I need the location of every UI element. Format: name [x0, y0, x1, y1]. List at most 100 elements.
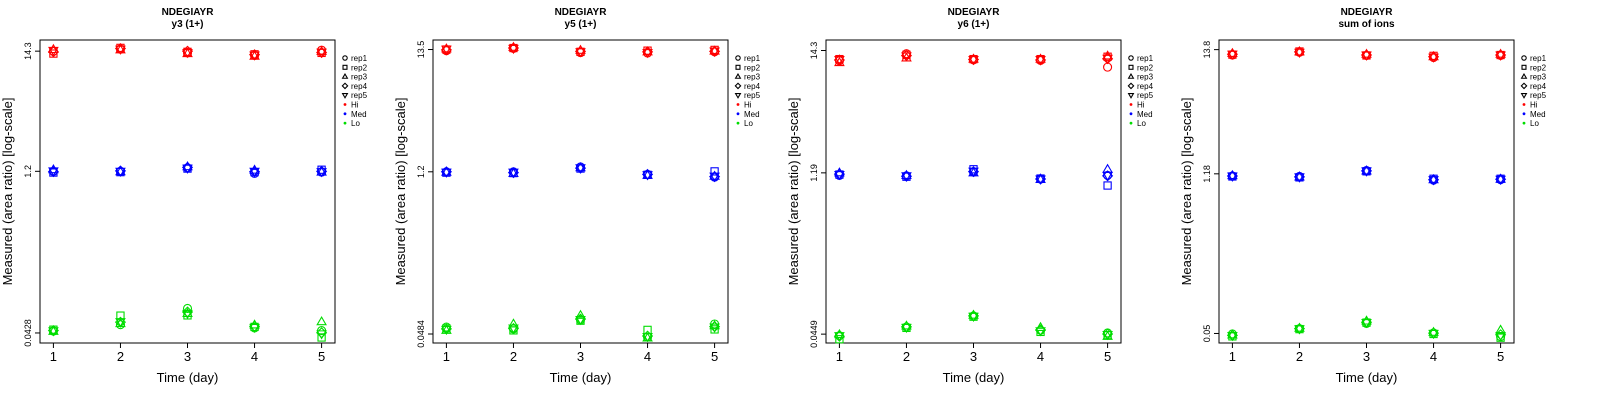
- legend-label: Lo: [1530, 119, 1539, 128]
- legend-dot-med: [736, 112, 740, 116]
- data-point-med: [508, 168, 519, 178]
- legend-label: Lo: [351, 119, 360, 128]
- data-point-hi: [1428, 53, 1439, 63]
- data-point-lo: [48, 325, 59, 335]
- data-point-hi: [1294, 46, 1305, 56]
- legend-dot-lo: [736, 121, 740, 125]
- plot-frame: [39, 39, 336, 344]
- data-point-lo: [575, 309, 586, 319]
- data-point-med: [441, 168, 452, 178]
- y-tick-label: 13.5: [416, 41, 426, 59]
- data-point-lo: [1102, 331, 1113, 341]
- y-tick-label: 0.0449: [809, 320, 819, 348]
- legend-label: rep5: [744, 91, 761, 100]
- data-point-lo: [575, 315, 586, 326]
- data-point-hi: [1035, 53, 1046, 63]
- x-tick-label: 1: [836, 349, 843, 364]
- data-point-lo: [508, 324, 519, 334]
- data-point-lo: [48, 327, 59, 337]
- data-point-med: [968, 167, 979, 177]
- data-point-lo: [249, 323, 260, 334]
- legend-symbol-rep5: [1127, 93, 1135, 99]
- legend-symbol-rep1: [1521, 55, 1527, 61]
- legend-label: rep2: [744, 63, 761, 72]
- data-point-med: [834, 170, 845, 181]
- y-tick-label: 0.0428: [23, 319, 33, 347]
- data-point-lo: [508, 318, 519, 328]
- data-point-hi: [182, 48, 193, 59]
- data-point-lo: [316, 330, 327, 340]
- data-point-lo: [115, 318, 126, 328]
- legend-dot-hi: [736, 103, 740, 106]
- data-point-lo: [901, 320, 912, 330]
- data-point-lo: [1035, 327, 1046, 337]
- legend-label: Lo: [1137, 119, 1146, 128]
- y-tick-label: 1.2: [23, 165, 33, 178]
- legend-dot-hi: [1129, 103, 1133, 106]
- data-point-lo: [1428, 326, 1439, 336]
- data-point-hi: [508, 41, 519, 51]
- data-point-med: [115, 166, 126, 176]
- data-point-med: [1035, 173, 1046, 184]
- data-point-med: [1103, 181, 1112, 190]
- data-point-med: [316, 166, 327, 176]
- legend-label: Med: [351, 110, 367, 119]
- data-point-hi: [441, 45, 452, 55]
- legend-symbol-rep2: [735, 64, 741, 70]
- legend-label: Med: [744, 110, 760, 119]
- data-point-hi: [1428, 50, 1439, 61]
- data-point-hi: [709, 45, 720, 55]
- data-point-hi: [508, 44, 519, 55]
- data-point-hi: [968, 55, 979, 66]
- data-point-hi: [834, 55, 845, 66]
- data-point-lo: [901, 323, 912, 334]
- x-tick-label: 3: [184, 349, 191, 364]
- legend-symbol-rep4: [734, 82, 742, 90]
- legend-dot-lo: [1522, 121, 1526, 125]
- legend-label: rep1: [744, 54, 761, 63]
- data-point-med: [1227, 172, 1238, 182]
- legend-dot-hi: [343, 103, 347, 106]
- data-point-med: [1495, 173, 1506, 183]
- data-point-med: [1428, 176, 1439, 186]
- legend-label: rep5: [1137, 91, 1154, 100]
- data-point-lo: [642, 333, 653, 343]
- x-tick-label: 4: [1430, 349, 1437, 364]
- legend-symbol-rep2: [1128, 64, 1134, 70]
- data-point-hi: [249, 51, 260, 61]
- data-point-med: [1227, 169, 1238, 180]
- plot-frame: [432, 39, 729, 344]
- legend-dot-lo: [343, 121, 347, 125]
- data-point-hi: [1227, 47, 1238, 57]
- data-point-med: [182, 160, 193, 171]
- data-point-med: [901, 172, 912, 182]
- data-point-hi: [901, 52, 912, 62]
- legend-label: Med: [1530, 110, 1546, 119]
- y-tick-label: 1.2: [416, 166, 426, 179]
- chart-title: NDEGIAYR: [948, 7, 1001, 18]
- legend-label: Hi: [744, 101, 752, 110]
- data-point-hi: [642, 49, 653, 59]
- legend-label: Med: [1137, 110, 1153, 119]
- data-point-lo: [317, 333, 326, 342]
- chart-title: NDEGIAYR: [555, 7, 608, 18]
- data-point-lo: [709, 323, 720, 333]
- x-tick-label: 3: [1363, 349, 1370, 364]
- legend-label: rep3: [1137, 73, 1154, 82]
- legend-label: Hi: [351, 101, 359, 110]
- legend-symbol-rep1: [1128, 55, 1134, 61]
- data-point-lo: [1227, 331, 1238, 342]
- chart-title: NDEGIAYR: [162, 7, 215, 18]
- data-point-hi: [575, 48, 586, 58]
- legend-dot-med: [1129, 112, 1133, 116]
- y-tick-label: 0.05: [1202, 325, 1212, 343]
- x-tick-label: 2: [1296, 349, 1303, 364]
- legend-label: rep4: [744, 82, 761, 91]
- data-point-med: [901, 169, 912, 179]
- data-point-lo: [1495, 331, 1506, 342]
- data-point-lo: [968, 309, 979, 319]
- data-point-med: [1102, 171, 1113, 182]
- legend-symbol-rep2: [342, 64, 348, 70]
- data-point-med: [249, 167, 260, 178]
